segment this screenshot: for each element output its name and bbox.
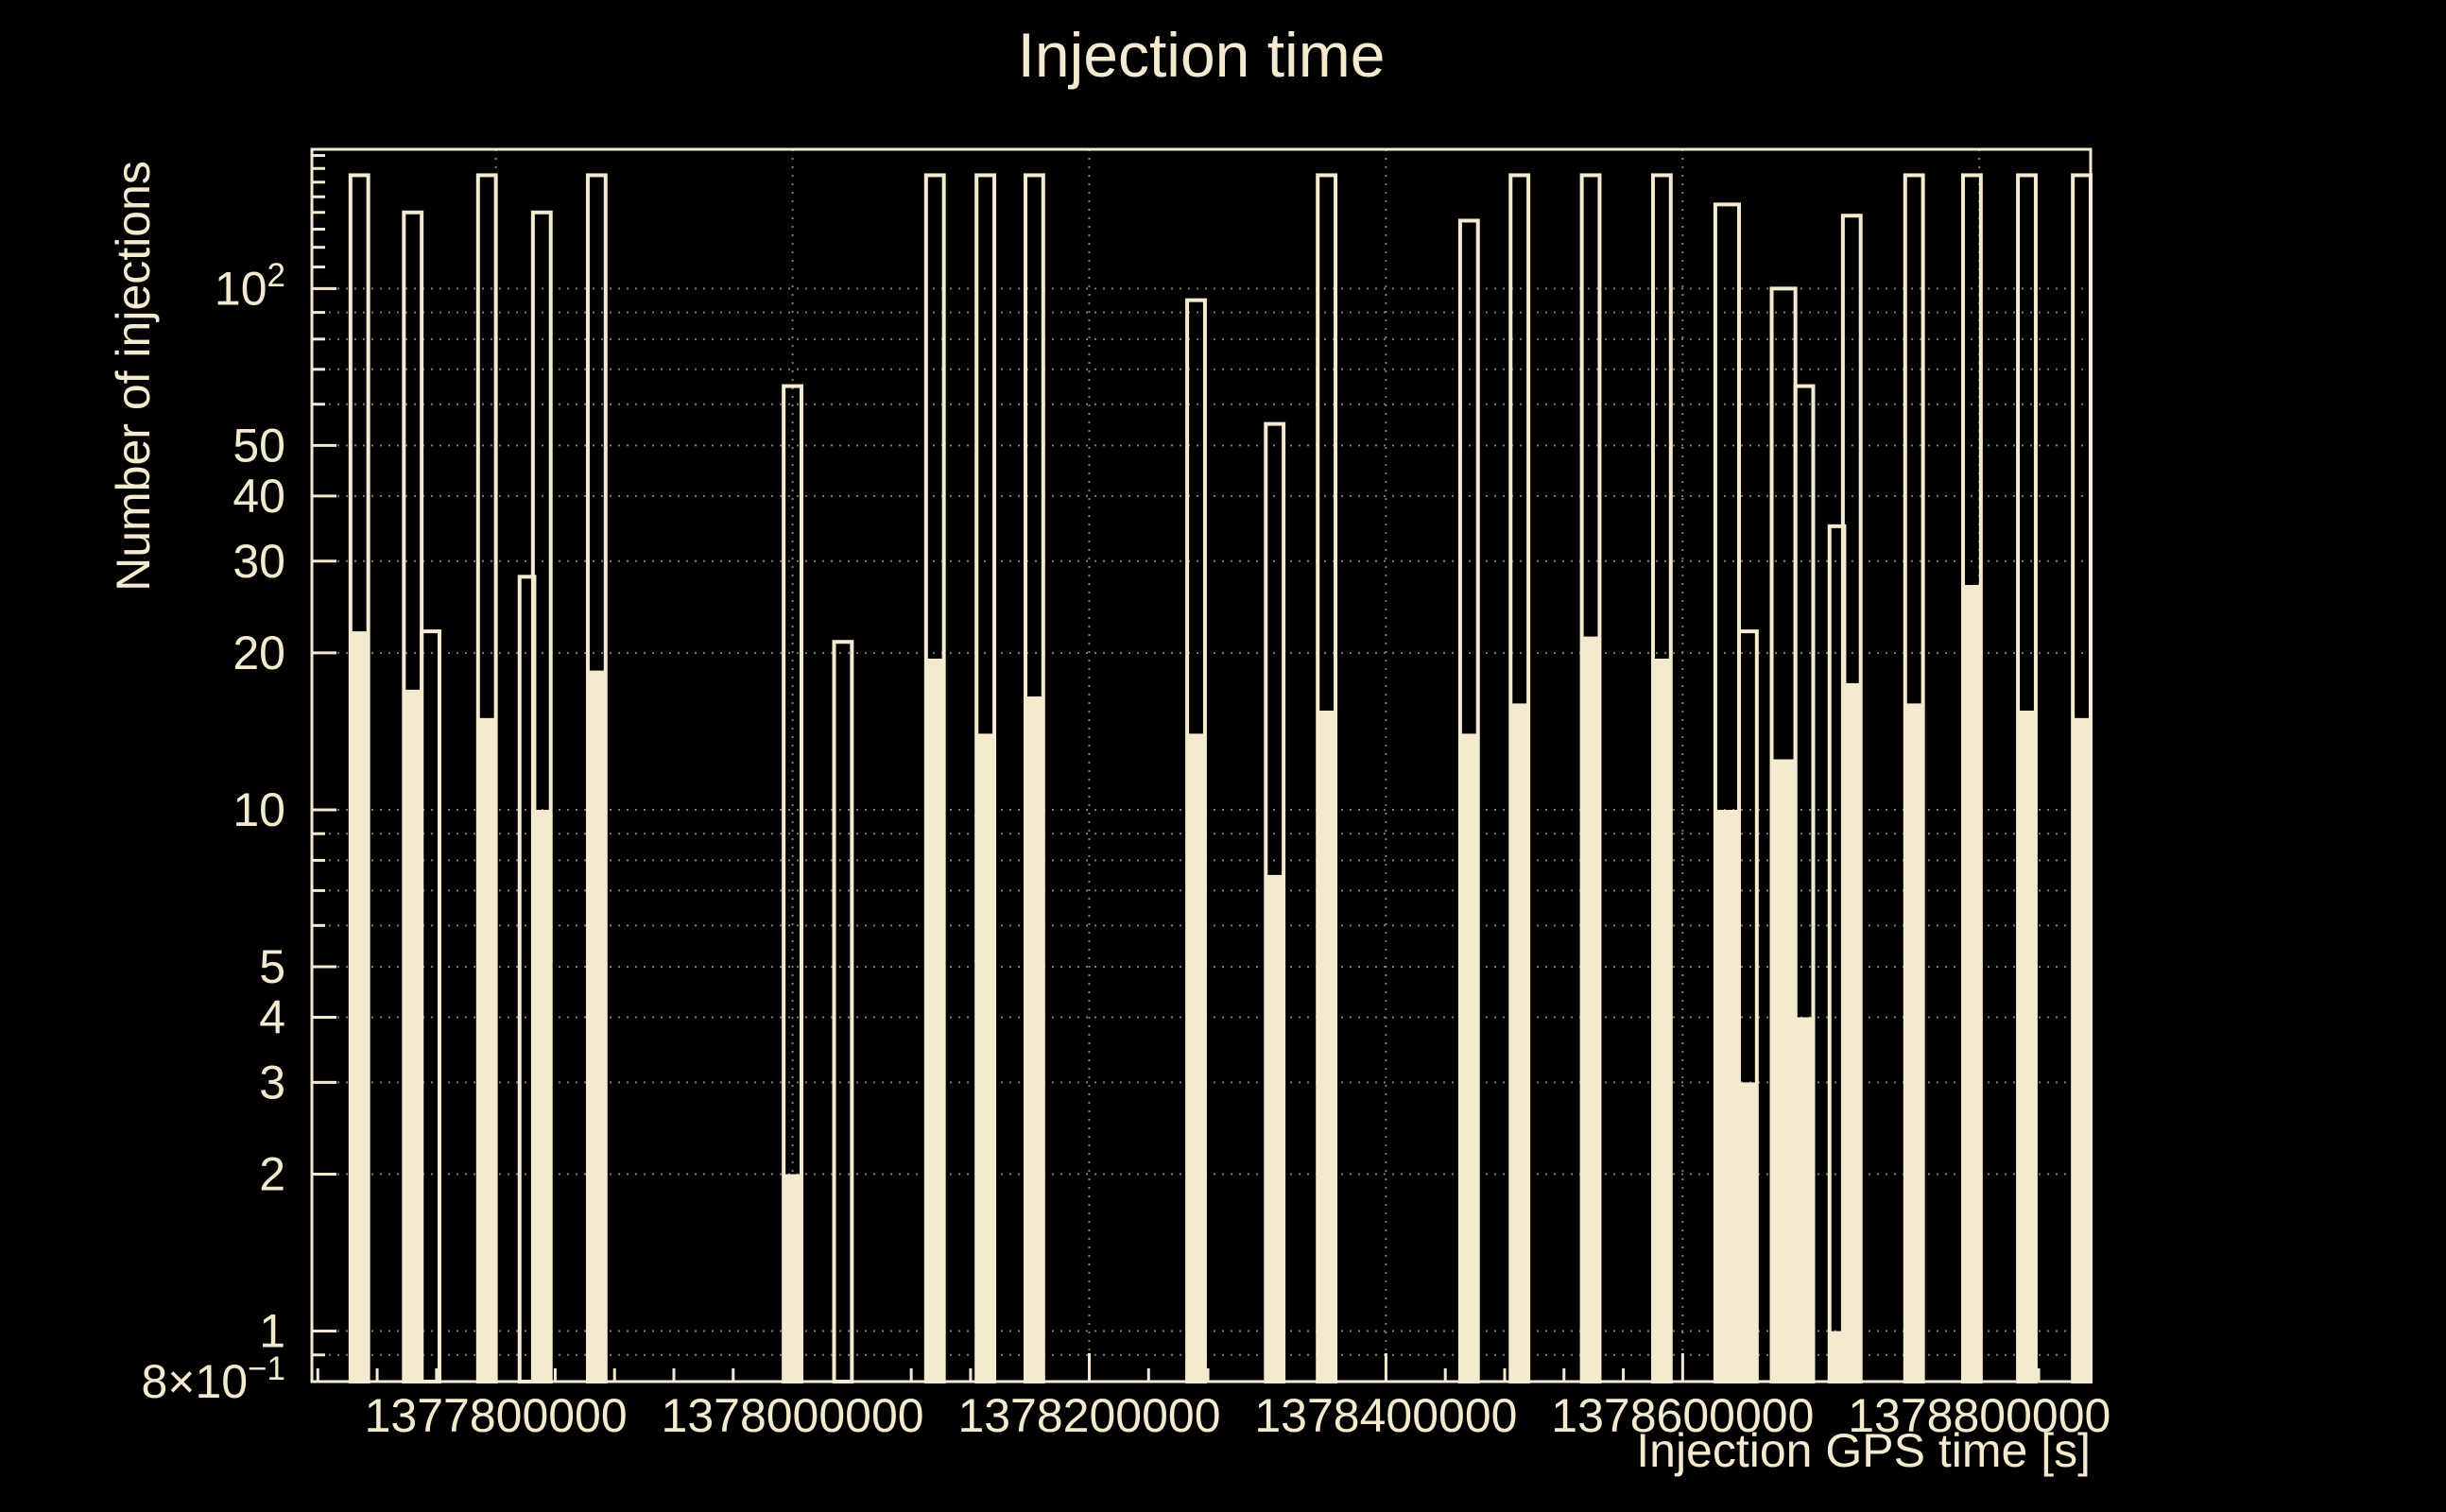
recovered-injections-filled-bin	[1963, 585, 1981, 1382]
recovered-injections-filled-bin	[1842, 682, 1861, 1382]
y-tick-label: 3	[259, 1056, 285, 1108]
x-axis-title: Injection GPS time [s]	[1636, 1424, 2091, 1477]
recovered-injections-filled-bin	[784, 1174, 801, 1382]
recovered-injections-filled-bin	[925, 658, 944, 1382]
y-tick-label: 8×10−1	[141, 1350, 285, 1408]
y-tick-label: 4	[259, 990, 285, 1043]
recovered-injections-filled-bin	[976, 733, 995, 1382]
recovered-injections-filled-bin	[2073, 717, 2091, 1382]
recovered-injections-filled-bin	[2018, 710, 2036, 1382]
recovered-injections-filled-bin	[1187, 733, 1205, 1382]
all-injections-outline-bin	[832, 640, 854, 1383]
y-tick-label: 2	[259, 1148, 285, 1201]
y-tick-label: 1	[259, 1305, 285, 1358]
y-axis-title: Number of injections	[107, 161, 160, 592]
x-tick-label: 1378800000	[1848, 1389, 2110, 1442]
x-tick-label: 1378400000	[1254, 1389, 1517, 1442]
recovered-injections-filled-bin	[1829, 1331, 1845, 1382]
all-injections-outline-bin	[420, 629, 441, 1383]
chart-title: Injection time	[1017, 20, 1386, 90]
y-tick-label: 10	[233, 783, 285, 836]
x-tick-label: 1378200000	[957, 1389, 1220, 1442]
recovered-injections-filled-bin	[1714, 809, 1739, 1382]
tick-labels: 1377800000 1378000000 1378200000 1378400000…	[141, 257, 2110, 1442]
x-tick-label: 1378000000	[662, 1389, 924, 1442]
x-tick-label: 1377800000	[365, 1389, 628, 1442]
recovered-injections-filled-bin	[1738, 1082, 1757, 1382]
y-tick-label: 30	[233, 535, 285, 588]
recovered-injections-filled-bin	[1266, 874, 1284, 1382]
y-tick-label: 50	[233, 419, 285, 472]
recovered-injections-filled-bin	[1318, 710, 1336, 1382]
recovered-injections-filled-bin	[587, 670, 606, 1382]
y-tick-label: 40	[233, 470, 285, 523]
recovered-injections-filled-bin	[1795, 1017, 1814, 1382]
axis-ticks	[312, 154, 2041, 1383]
plot-frame	[310, 147, 2093, 1383]
recovered-injections-filled-bin	[1025, 696, 1043, 1382]
recovered-injections-filled-bin	[532, 809, 551, 1382]
recovered-injections-filled-bin	[350, 631, 369, 1382]
recovered-injections-filled-bin	[1771, 759, 1796, 1382]
recovered-injections-filled-bin	[1904, 703, 1923, 1382]
recovered-injections-filled-bin	[477, 717, 496, 1382]
recovered-injections-filled-bin	[1581, 636, 1600, 1382]
recovered-injections-filled-bin	[1652, 658, 1671, 1382]
recovered-injections-filled-bin	[1459, 733, 1478, 1382]
y-tick-label: 20	[233, 627, 285, 679]
recovered-injections-filled-bin	[404, 689, 422, 1382]
y-tick-label: 102	[215, 257, 285, 315]
recovered-injections-filled-bin	[1510, 703, 1529, 1382]
y-tick-label: 5	[259, 940, 285, 993]
histogram-bars	[348, 173, 2093, 1384]
x-tick-label: 1378600000	[1551, 1389, 1814, 1442]
